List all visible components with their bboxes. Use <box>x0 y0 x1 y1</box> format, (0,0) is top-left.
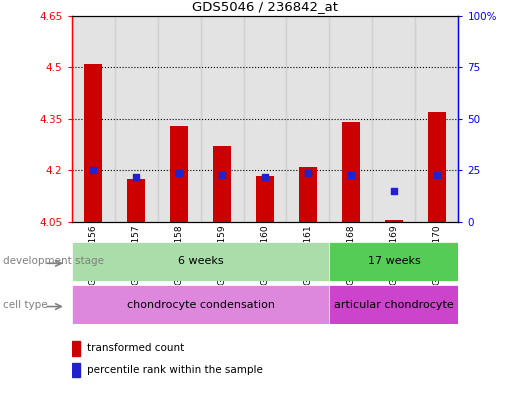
Title: GDS5046 / 236842_at: GDS5046 / 236842_at <box>192 0 338 13</box>
Bar <box>287 16 330 222</box>
Text: percentile rank within the sample: percentile rank within the sample <box>86 365 262 375</box>
Point <box>175 169 183 176</box>
Bar <box>330 16 373 222</box>
Bar <box>84 64 102 222</box>
Point <box>432 171 441 178</box>
Point <box>89 167 98 174</box>
Bar <box>330 285 458 324</box>
Point <box>132 174 140 180</box>
Bar <box>72 242 330 281</box>
Text: transformed count: transformed count <box>86 343 184 353</box>
Point <box>390 188 398 194</box>
Bar <box>214 147 231 222</box>
Bar <box>257 176 273 222</box>
Bar <box>72 341 81 356</box>
Bar <box>72 16 114 222</box>
Bar <box>200 16 243 222</box>
Bar <box>243 16 287 222</box>
Bar <box>342 122 359 222</box>
Point <box>261 174 269 180</box>
Text: 17 weeks: 17 weeks <box>368 256 420 266</box>
Bar <box>385 220 403 222</box>
Bar <box>114 16 157 222</box>
Bar <box>330 242 458 281</box>
Bar <box>416 16 458 222</box>
Bar <box>428 112 446 222</box>
Bar <box>72 285 330 324</box>
Text: chondrocyte condensation: chondrocyte condensation <box>127 299 275 310</box>
Bar <box>299 167 316 222</box>
Bar <box>127 179 145 222</box>
Bar <box>72 363 81 377</box>
Point <box>304 169 312 176</box>
Bar <box>373 16 416 222</box>
Point <box>218 171 226 178</box>
Bar <box>157 16 200 222</box>
Text: development stage: development stage <box>3 256 104 266</box>
Text: cell type: cell type <box>3 299 47 310</box>
Bar <box>171 126 188 222</box>
Text: 6 weeks: 6 weeks <box>178 256 223 266</box>
Text: articular chondrocyte: articular chondrocyte <box>334 299 454 310</box>
Point <box>347 171 355 178</box>
